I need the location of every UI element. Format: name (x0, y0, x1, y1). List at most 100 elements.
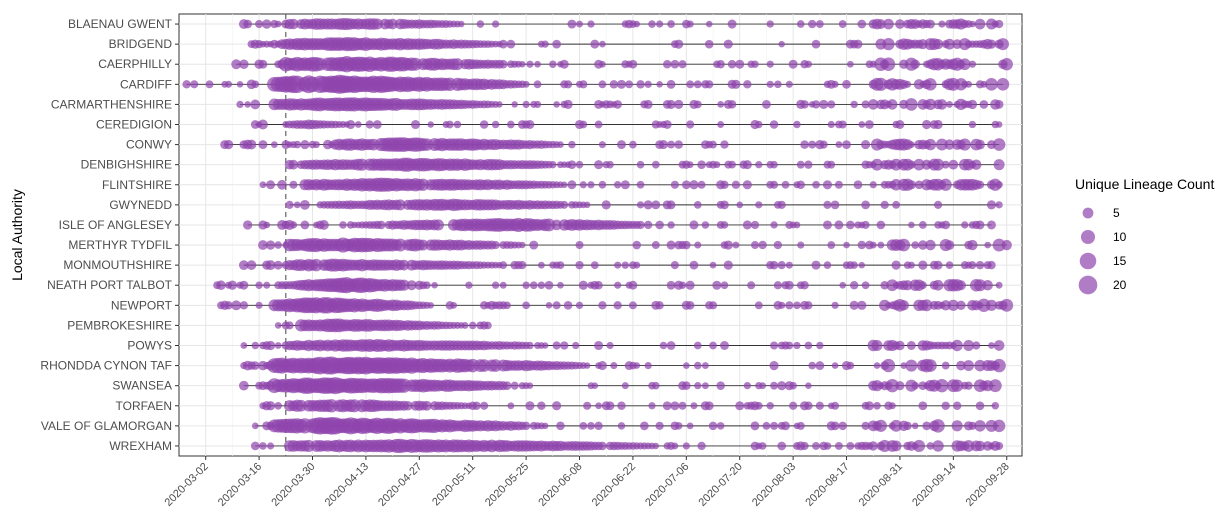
data-point (842, 140, 851, 149)
data-point (766, 20, 774, 28)
data-point (785, 301, 794, 310)
data-point (975, 401, 985, 411)
data-point (967, 99, 978, 110)
data-point (822, 220, 832, 230)
data-point (938, 20, 946, 28)
data-point (968, 421, 977, 430)
data-point (617, 140, 626, 150)
x-tick-label: 2020-06-08 (536, 461, 584, 509)
data-point (717, 101, 725, 108)
series-row (182, 74, 1010, 94)
data-point (732, 241, 740, 249)
data-point (499, 281, 507, 289)
data-point (873, 401, 881, 410)
data-point (534, 60, 541, 68)
data-point (387, 18, 398, 30)
data-point (717, 121, 725, 128)
data-point (552, 401, 562, 411)
data-point (545, 301, 553, 309)
data-point (259, 181, 267, 189)
data-point (974, 18, 986, 30)
data-point (575, 241, 584, 250)
data-point (750, 421, 760, 431)
series-row (285, 198, 1003, 212)
data-point (614, 281, 622, 289)
data-point (511, 101, 518, 108)
data-point (599, 40, 606, 48)
data-point (526, 60, 534, 68)
data-point (974, 420, 986, 432)
series-row (236, 97, 1004, 112)
x-tick-label: 2020-03-16 (216, 461, 264, 509)
data-point (805, 382, 812, 389)
data-point (773, 281, 782, 290)
data-point (793, 341, 801, 350)
data-point (594, 421, 603, 431)
x-tick-labels: 2020-03-02 2020-03-16 2020-03-30 2020-04-13… (163, 456, 1012, 509)
data-point (632, 240, 642, 250)
series-row (274, 318, 492, 333)
data-point (996, 38, 1009, 51)
data-point (716, 381, 725, 390)
data-point (922, 119, 932, 130)
data-point (583, 401, 592, 410)
x-tick-label: 2020-07-20 (697, 461, 745, 509)
data-point (568, 140, 576, 149)
data-point (793, 301, 801, 310)
data-point (720, 180, 729, 189)
y-axis-title: Local Authority (9, 189, 25, 281)
data-point (743, 80, 752, 89)
series-row (213, 277, 1003, 294)
y-tick-label: PEMBROKESHIRE (67, 318, 172, 332)
data-point (427, 121, 435, 128)
y-tick-label: CEREDIGION (96, 118, 172, 132)
data-point (598, 441, 607, 451)
x-tick-label: 2020-03-02 (163, 461, 211, 509)
data-point (797, 241, 805, 249)
data-point (846, 220, 855, 230)
data-point (644, 361, 652, 370)
y-tick-label: FLINTSHIRE (102, 178, 172, 192)
data-point (877, 241, 885, 249)
data-point (941, 401, 950, 410)
data-point (846, 361, 855, 370)
data-point (807, 19, 817, 29)
data-point (655, 421, 664, 431)
data-point (636, 80, 645, 89)
data-point (686, 20, 694, 28)
data-point (995, 441, 1004, 450)
data-point (946, 100, 953, 108)
data-point (319, 220, 329, 230)
data-point (811, 260, 821, 270)
data-point (857, 19, 867, 29)
data-point (831, 401, 840, 410)
data-point (556, 421, 565, 431)
y-tick-label: ISLE OF ANGLESEY (59, 218, 172, 232)
data-point (225, 80, 233, 88)
legend-key (1078, 275, 1098, 295)
x-tick-label: 2020-04-13 (323, 461, 371, 509)
data-point (299, 199, 310, 210)
data-point (941, 361, 950, 370)
data-point (472, 401, 481, 410)
data-point (970, 159, 982, 170)
data-point (811, 39, 821, 49)
data-point (686, 80, 695, 89)
data-point (678, 401, 687, 410)
data-point (882, 38, 895, 51)
data-point (266, 180, 276, 190)
data-point (656, 81, 663, 88)
data-point (674, 140, 683, 149)
data-point (243, 220, 253, 230)
data-point (819, 140, 828, 149)
data-point (827, 100, 836, 109)
data-point (262, 19, 272, 29)
data-point (920, 299, 933, 312)
series-row (284, 157, 1005, 172)
data-point (770, 421, 779, 430)
data-point (843, 241, 850, 249)
data-point (667, 20, 675, 28)
data-point (995, 281, 1003, 289)
data-point (968, 120, 977, 129)
data-point (567, 160, 577, 170)
